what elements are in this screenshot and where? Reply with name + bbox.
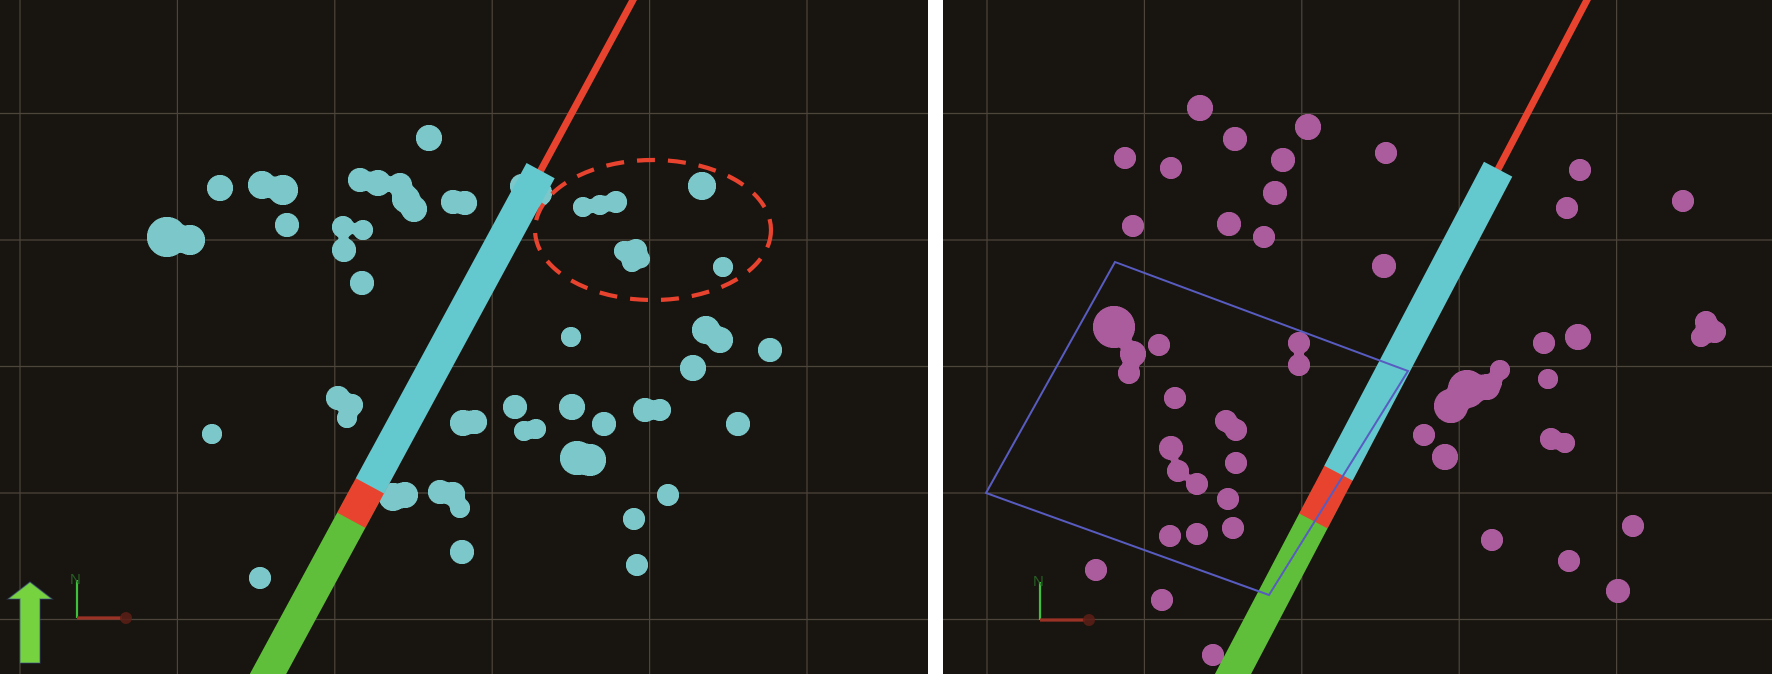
svg-text:N: N [1033, 573, 1044, 590]
svg-text:N: N [70, 571, 81, 588]
